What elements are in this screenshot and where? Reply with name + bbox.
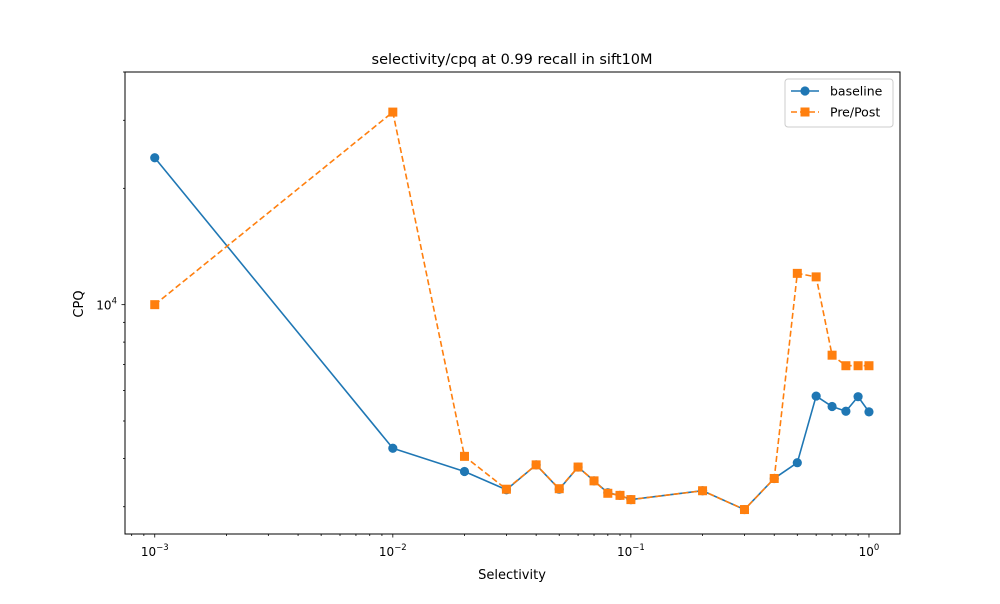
data-point-pre-post [150,300,160,310]
data-point-pre-post [531,460,541,470]
data-point-pre-post [864,361,874,371]
data-point-baseline [811,391,821,401]
x-tick-label: 10−2 [379,543,407,559]
data-point-pre-post [841,361,851,371]
legend-label-pre-post: Pre/Post [830,105,880,120]
plot-area [150,107,874,515]
data-point-pre-post [827,350,837,360]
series-line-baseline [154,157,870,511]
data-point-baseline [841,406,851,416]
data-point-baseline [864,407,874,417]
data-point-pre-post [501,484,511,494]
data-point-pre-post [811,272,821,282]
data-point-pre-post [388,107,398,117]
data-point-pre-post [573,462,583,472]
data-point-pre-post [589,476,599,486]
legend-marker-baseline [800,86,810,96]
data-point-pre-post [698,486,708,496]
data-point-pre-post [626,495,636,505]
axes-frame [124,71,901,535]
data-point-baseline [388,443,398,453]
data-point-baseline [792,458,802,468]
data-point-pre-post [853,361,863,371]
x-axis-label: Selectivity [478,568,546,583]
data-point-pre-post [769,473,779,483]
legend-marker-pre-post [800,107,810,117]
data-point-pre-post [615,490,625,500]
y-tick-label: 104 [96,297,117,313]
data-point-pre-post [459,451,469,461]
data-point-baseline [827,401,837,412]
legend: baseline Pre/Post [784,78,894,128]
x-tick-label: 100 [859,543,880,559]
x-tick-label: 10−3 [141,543,169,559]
series-line-pre-post [154,111,869,511]
data-point-baseline [853,392,863,402]
data-point-baseline [459,466,470,477]
data-point-pre-post [603,488,613,498]
axes: 10−3 10−2 10−1 100 104 [96,71,901,559]
y-axis-label: CPQ [72,290,87,317]
data-point-pre-post [739,505,749,515]
data-point-pre-post [554,484,564,494]
data-point-pre-post [792,268,802,278]
data-point-baseline [150,153,160,163]
chart-title: selectivity/cpq at 0.99 recall in sift10… [372,52,653,68]
legend-label-baseline: baseline [830,84,883,99]
x-tick-label: 10−1 [617,543,645,559]
